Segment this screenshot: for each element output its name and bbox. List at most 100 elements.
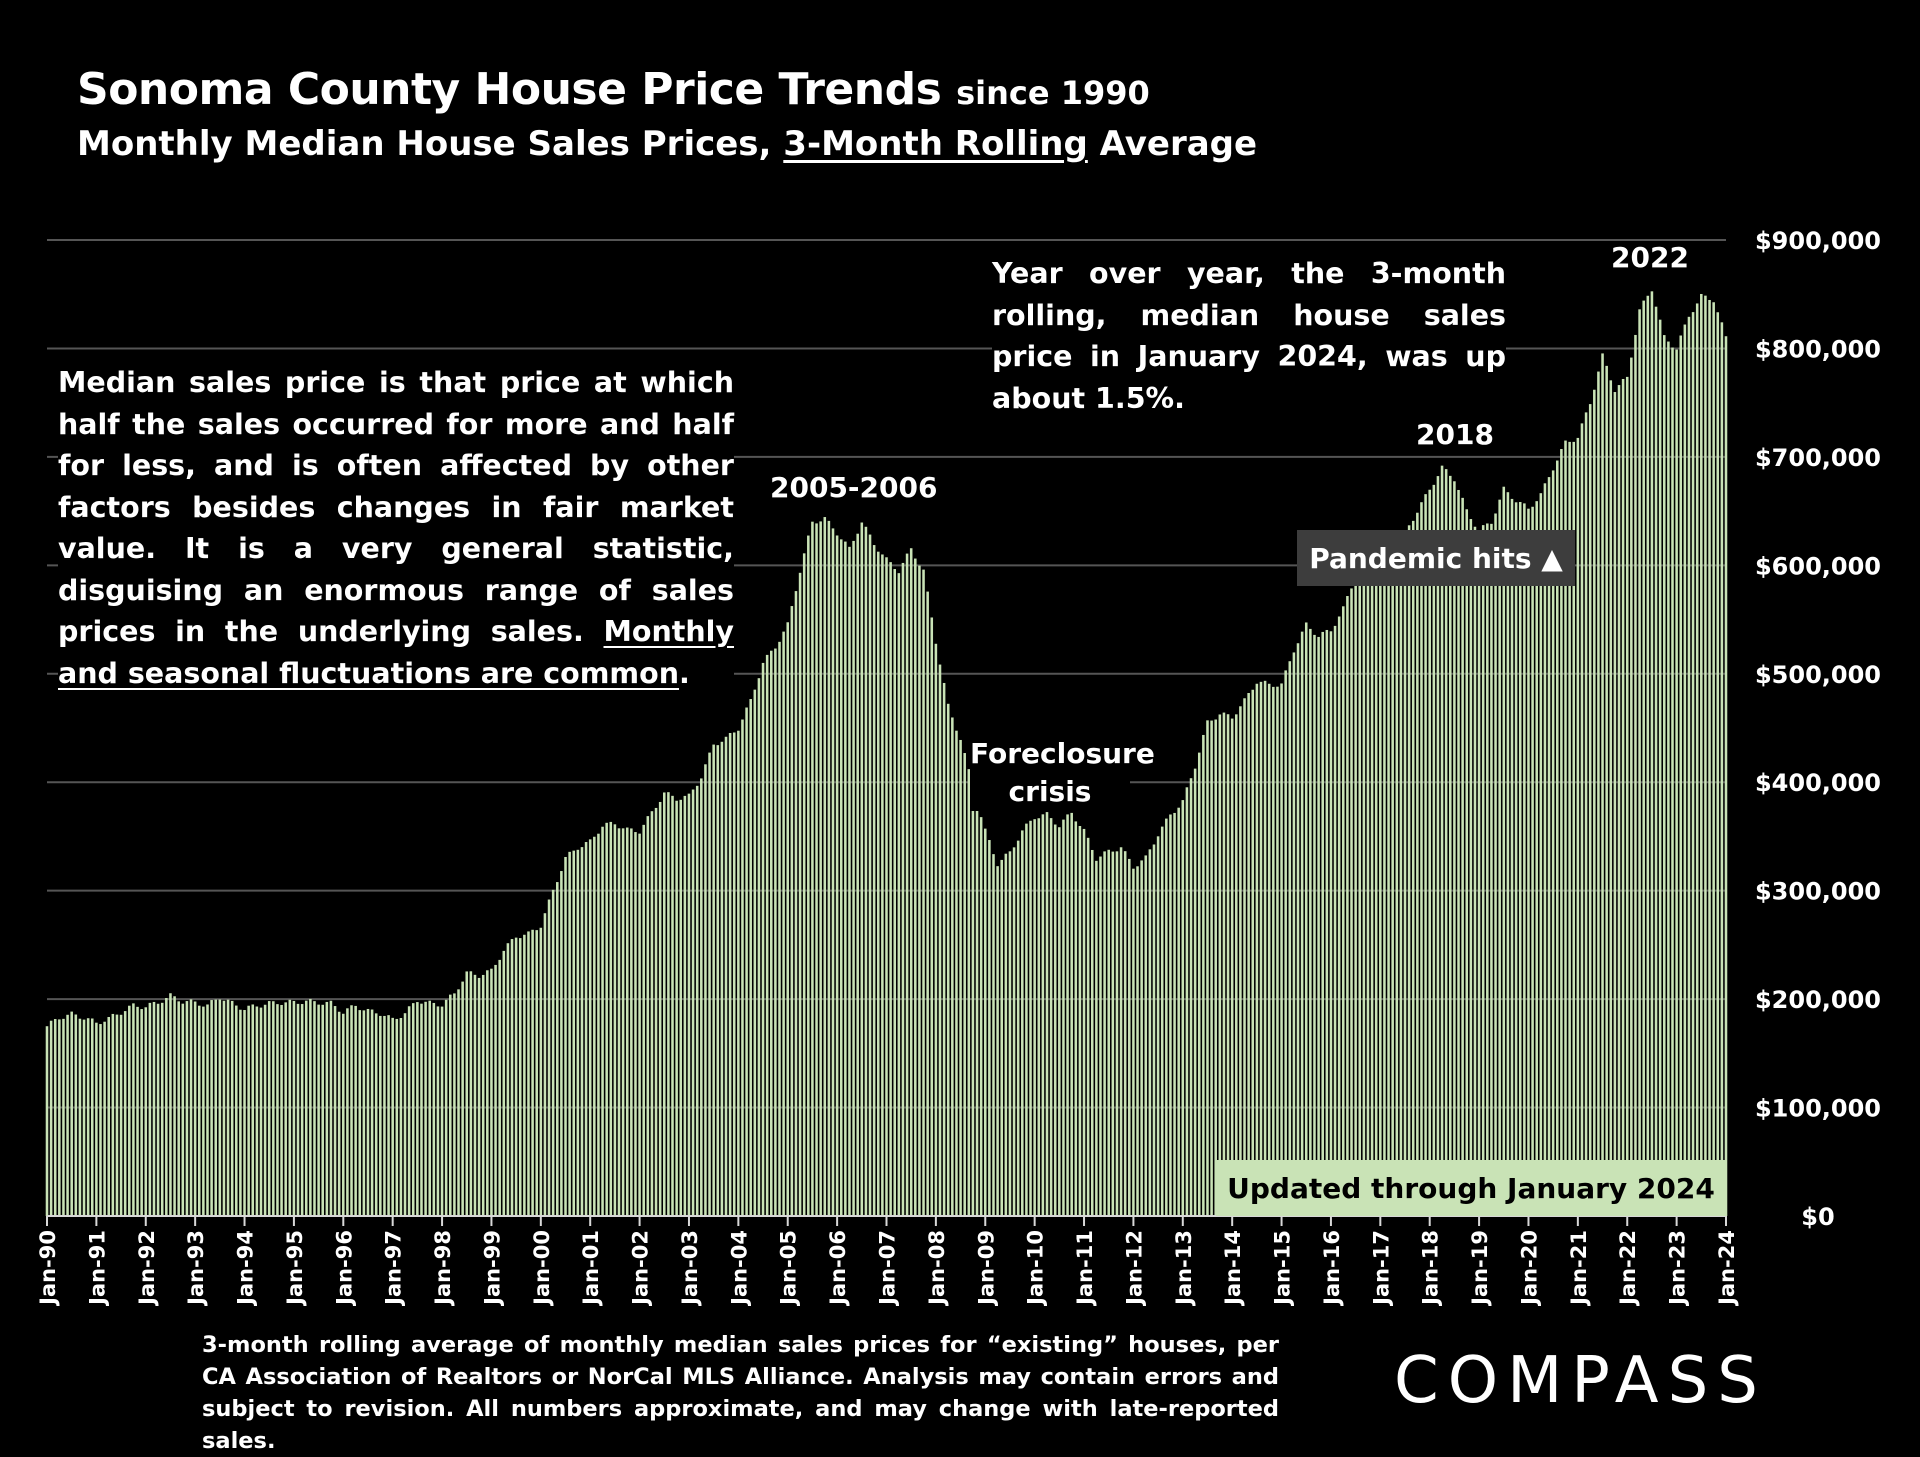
bar: [481, 974, 485, 1216]
bar: [761, 662, 765, 1216]
bar: [325, 1001, 329, 1216]
bar: [518, 938, 522, 1216]
bar: [1058, 827, 1061, 1216]
source-footnote: 3-month rolling average of monthly media…: [202, 1332, 1279, 1454]
bar: [794, 591, 798, 1216]
bar: [1025, 823, 1028, 1216]
bar: [276, 1004, 279, 1216]
bar: [926, 591, 929, 1216]
bar: [634, 832, 637, 1216]
bar: [1049, 818, 1053, 1216]
bar: [1346, 596, 1349, 1216]
bar: [1514, 502, 1518, 1216]
bar: [687, 793, 691, 1216]
x-tick-label: Jan-95: [283, 1230, 307, 1307]
bar: [259, 1007, 263, 1216]
bar: [498, 959, 501, 1216]
bar: [354, 1005, 357, 1216]
bar: [823, 517, 827, 1216]
bar: [165, 998, 168, 1216]
bar: [486, 970, 489, 1216]
bar: [387, 1015, 390, 1216]
bar: [502, 950, 506, 1216]
bar: [605, 822, 608, 1216]
x-tick-label: Jan-19: [1468, 1230, 1492, 1307]
bar: [872, 545, 876, 1216]
bar: [1556, 460, 1559, 1216]
bar: [74, 1014, 78, 1216]
x-tick-label: Jan-18: [1419, 1230, 1443, 1307]
bar: [1658, 319, 1662, 1216]
bar: [1465, 509, 1469, 1216]
bar: [230, 1000, 234, 1216]
bar: [1650, 291, 1654, 1217]
bar: [350, 1005, 353, 1216]
bar: [951, 717, 954, 1216]
x-tick-label: Jan-91: [85, 1230, 109, 1307]
bar: [963, 753, 966, 1216]
bar: [737, 730, 740, 1216]
bar: [370, 1009, 374, 1216]
bar: [1033, 819, 1036, 1216]
bar: [1416, 512, 1419, 1216]
bar: [366, 1008, 370, 1216]
chart-title-since: since 1990: [956, 74, 1150, 112]
bar: [247, 1005, 250, 1216]
x-tick-label: Jan-14: [1221, 1230, 1245, 1307]
bar: [852, 540, 855, 1216]
x-tick-label: Jan-92: [135, 1230, 159, 1307]
bar: [1354, 578, 1357, 1216]
bar: [1601, 353, 1604, 1216]
bar: [1642, 300, 1645, 1217]
bar: [531, 929, 534, 1216]
bar: [1066, 814, 1069, 1216]
bar: [856, 533, 859, 1216]
bar: [749, 699, 752, 1216]
bar: [78, 1018, 82, 1216]
bar: [1173, 812, 1176, 1216]
bar: [1539, 493, 1543, 1216]
bar: [663, 792, 666, 1216]
bar: [1420, 502, 1423, 1217]
bar: [173, 996, 176, 1216]
bar: [1667, 341, 1670, 1216]
bar: [815, 523, 818, 1216]
bar: [1325, 629, 1329, 1216]
subtitle-pre: Monthly Median House Sales Prices,: [77, 124, 784, 164]
bar: [1374, 583, 1378, 1216]
bar: [477, 977, 481, 1216]
bar: [235, 1005, 238, 1216]
updated-through-label: Updated through January 2024: [1216, 1160, 1726, 1216]
bar: [1695, 303, 1699, 1216]
bar: [704, 764, 707, 1216]
bar: [53, 1019, 57, 1216]
bar: [1490, 523, 1493, 1216]
bar: [177, 1001, 180, 1216]
bar: [959, 739, 962, 1216]
bar: [905, 553, 909, 1216]
x-tick-label: Jan-10: [1024, 1230, 1048, 1307]
bar: [691, 789, 695, 1216]
bar: [202, 1006, 205, 1216]
bar: [86, 1018, 90, 1216]
bar: [1486, 523, 1489, 1216]
bar: [667, 792, 670, 1216]
bar: [379, 1015, 382, 1216]
bar: [1230, 718, 1234, 1216]
bar: [1675, 349, 1678, 1216]
bar: [770, 650, 773, 1216]
bar: [296, 1003, 300, 1216]
x-tick-label: Jan-24: [1715, 1230, 1739, 1307]
bar: [1185, 787, 1189, 1216]
bar: [140, 1009, 143, 1216]
bar: [1609, 380, 1613, 1217]
bar: [329, 1000, 333, 1216]
bar: [975, 804, 979, 1216]
bar: [160, 1002, 164, 1216]
y-tick-label: $500,000: [1755, 661, 1881, 689]
x-tick-label: Jan-08: [925, 1230, 949, 1307]
bar: [844, 541, 847, 1216]
x-tick-label: Jan-07: [876, 1230, 900, 1307]
bar: [1107, 849, 1110, 1216]
